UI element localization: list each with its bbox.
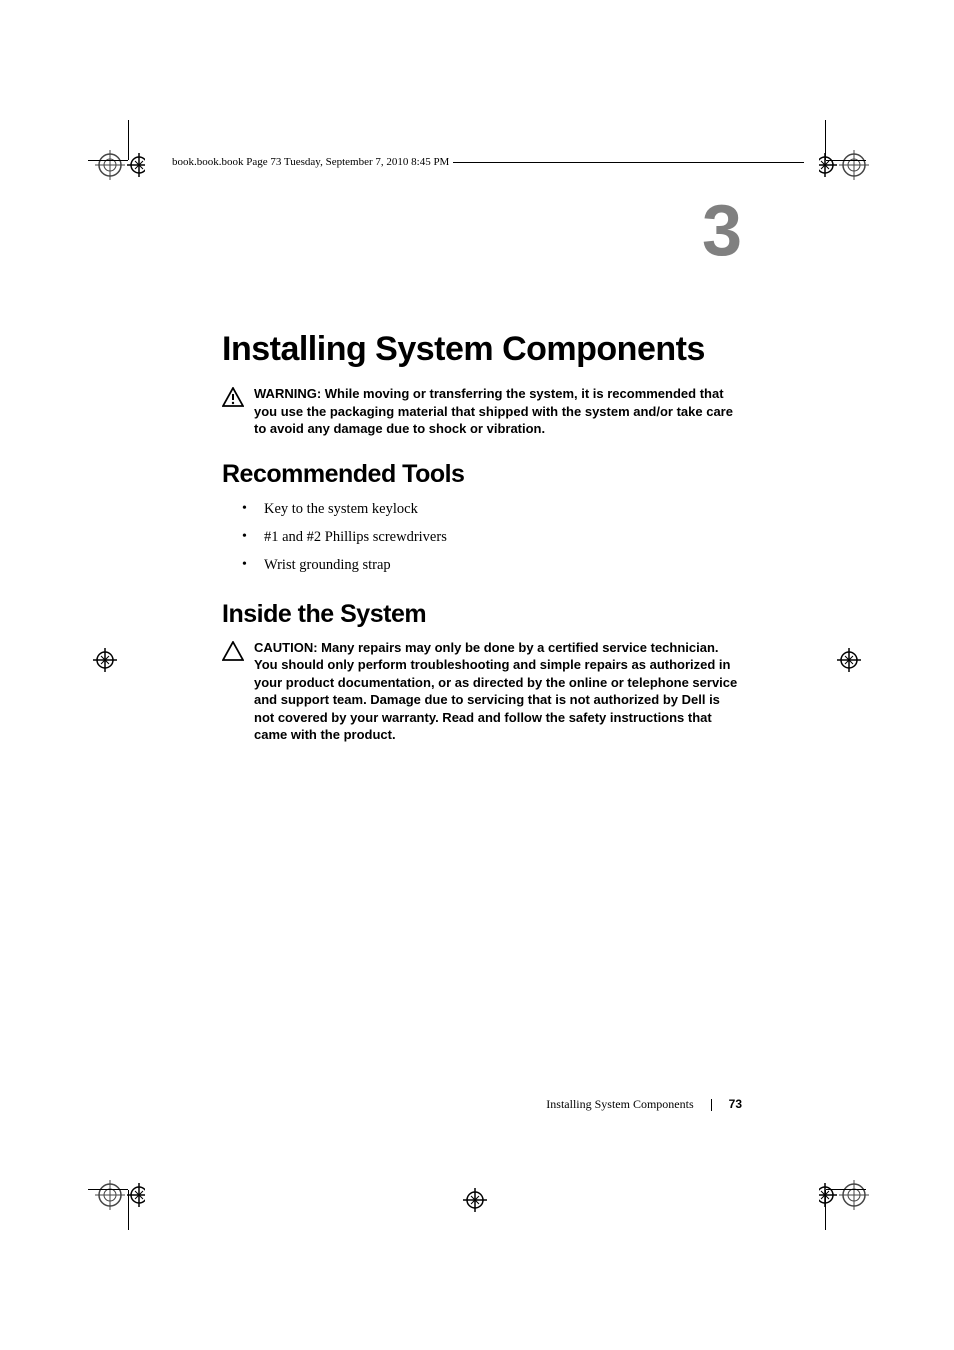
warning-label: WARNING: [254,386,321,401]
frame-line [88,160,128,161]
caution-notice: CAUTION: Many repairs may only be done b… [222,639,742,744]
section-heading-tools: Recommended Tools [222,460,742,489]
header-text: book.book.book Page 73 Tuesday, Septembe… [172,156,453,168]
page-header: book.book.book Page 73 Tuesday, Septembe… [172,162,804,177]
caution-icon [222,641,244,666]
footer-page-number: 73 [729,1097,742,1111]
list-item: Key to the system keylock [242,499,742,519]
frame-line [825,120,826,160]
frame-line [825,1190,826,1230]
list-item: #1 and #2 Phillips screwdrivers [242,527,742,547]
frame-line [826,160,866,161]
frame-line [826,1189,866,1190]
page-footer: Installing System Components 73 [222,1097,742,1112]
footer-text: Installing System Components [546,1097,693,1111]
warning-body: While moving or transferring the system,… [254,386,733,436]
crop-mark-mid-left [85,640,125,680]
caution-label: CAUTION: [254,640,318,655]
tools-list: Key to the system keylock #1 and #2 Phil… [242,499,742,576]
warning-icon [222,387,244,412]
frame-line [128,120,129,160]
chapter-number: 3 [702,190,742,272]
frame-line [128,1190,129,1230]
frame-line [88,1189,128,1190]
chapter-title: Installing System Components [222,330,742,369]
crop-mark-mid-right [829,640,869,680]
footer-divider [711,1099,712,1111]
caution-body: Many repairs may only be done by a certi… [254,640,737,743]
caution-text: CAUTION: Many repairs may only be done b… [254,639,742,744]
crop-mark-bottom-center [455,1180,495,1220]
warning-notice: WARNING: While moving or transferring th… [222,385,742,438]
page-content: 3 Installing System Components WARNING: … [222,200,742,766]
crop-mark-bottom-left [95,1170,135,1210]
warning-text: WARNING: While moving or transferring th… [254,385,742,438]
list-item: Wrist grounding strap [242,555,742,575]
section-heading-inside: Inside the System [222,600,742,629]
